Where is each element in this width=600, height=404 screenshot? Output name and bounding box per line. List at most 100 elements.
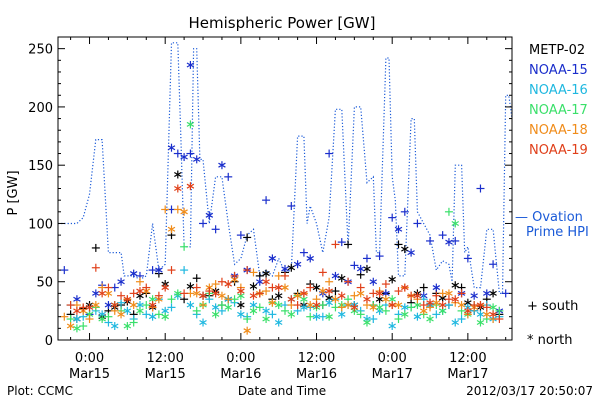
south-point — [337, 238, 346, 247]
south-point — [79, 303, 88, 312]
south-point — [318, 312, 327, 321]
south-point — [419, 283, 428, 292]
south-point — [318, 301, 327, 310]
south-point — [91, 263, 100, 272]
legend-noaa-16: NOAA-16 — [529, 83, 588, 98]
north-point — [489, 303, 497, 312]
series-noaa-19 — [66, 182, 504, 324]
y-tick-label: 50 — [36, 276, 53, 291]
axes: 0501001502002500:00Mar1512:00Mar150:00Ma… — [28, 36, 513, 382]
south-point — [243, 266, 252, 275]
north-point — [268, 254, 277, 263]
legend-noaa-18: NOAA-18 — [529, 123, 588, 138]
north-point — [199, 291, 207, 300]
north-point — [451, 318, 460, 327]
south-point — [154, 310, 163, 319]
north-point — [262, 277, 270, 286]
series-noaa-17 — [66, 120, 504, 333]
north-point — [129, 301, 138, 310]
north-point — [218, 161, 226, 170]
north-point — [325, 298, 333, 307]
north-point — [186, 301, 195, 310]
north-point — [306, 301, 314, 310]
north-point — [256, 277, 264, 286]
north-point — [438, 301, 447, 310]
north-point — [369, 303, 378, 312]
south-point — [394, 287, 403, 296]
y-tick-label: 150 — [28, 159, 53, 174]
south-point — [281, 271, 289, 280]
north-point — [401, 310, 409, 319]
north-point — [237, 310, 245, 319]
south-point — [407, 291, 416, 300]
south-point — [281, 306, 289, 315]
south-point — [419, 301, 428, 310]
north-point — [117, 277, 125, 286]
north-point — [180, 153, 188, 162]
south-point — [224, 295, 233, 304]
south-point — [180, 242, 189, 251]
north-point — [92, 301, 100, 310]
north-point — [262, 306, 270, 315]
x-tick-date-label: Mar17 — [447, 367, 488, 382]
series-noaa-18 — [60, 205, 498, 335]
south-point — [457, 315, 466, 324]
south-point — [350, 261, 359, 270]
footer-left: Plot: CCMC — [7, 384, 73, 398]
north-point — [413, 312, 422, 321]
north-point — [306, 254, 314, 263]
north-point — [363, 318, 371, 327]
x-tick-time-label: 0:00 — [226, 351, 255, 366]
north-point — [73, 324, 81, 333]
north-point — [161, 312, 169, 321]
south-point — [369, 289, 378, 298]
south-point — [375, 252, 384, 261]
south-point — [91, 243, 100, 252]
north-point — [123, 322, 132, 331]
x-tick-date-label: Mar15 — [69, 367, 110, 382]
north-point — [394, 225, 403, 234]
north-point — [401, 283, 409, 292]
ovation-line — [58, 42, 513, 294]
north-point — [174, 289, 182, 298]
south-point — [476, 184, 485, 193]
north-point — [489, 310, 497, 319]
south-point — [306, 283, 315, 292]
footer-center: Date and Time — [238, 384, 326, 398]
south-point — [394, 240, 403, 249]
north-point — [432, 283, 441, 292]
north-point — [199, 318, 207, 327]
north-point — [476, 310, 485, 319]
north-point — [129, 269, 138, 278]
north-point — [401, 245, 409, 254]
x-tick-date-label: Mar17 — [372, 367, 413, 382]
south-point — [495, 315, 504, 324]
north-point — [337, 310, 346, 319]
south-point — [255, 303, 264, 312]
north-point — [211, 303, 220, 312]
south-point — [325, 277, 334, 286]
north-point — [155, 266, 163, 275]
south-point — [224, 172, 233, 181]
north-point — [274, 291, 283, 300]
south-point — [293, 301, 302, 310]
south-point — [501, 289, 510, 298]
y-tick-label: 200 — [28, 101, 53, 116]
south-point — [432, 291, 441, 300]
south-point — [255, 289, 264, 298]
north-point — [73, 306, 81, 315]
north-point — [300, 289, 308, 298]
north-point — [287, 263, 296, 272]
north-point — [73, 315, 81, 324]
north-point — [388, 275, 396, 284]
south-point — [211, 225, 220, 234]
north-point — [413, 291, 422, 300]
x-tick-time-label: 0:00 — [75, 351, 104, 366]
south-point — [199, 219, 208, 228]
north-point — [224, 280, 233, 289]
north-point — [192, 155, 201, 164]
south-point — [104, 283, 113, 292]
south-point — [79, 322, 88, 331]
south-point — [249, 268, 258, 277]
north-point — [363, 264, 371, 273]
